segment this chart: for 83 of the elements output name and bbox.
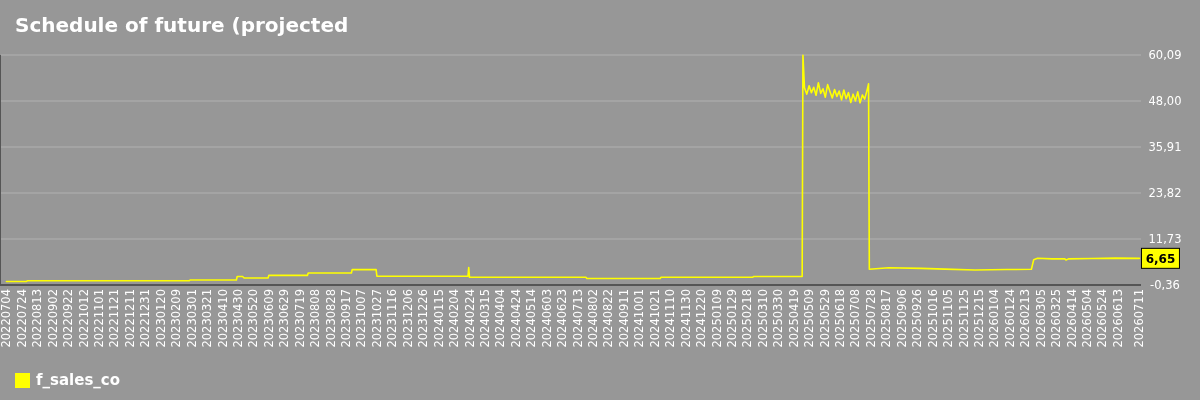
x-tick-label: 20250906 (894, 289, 909, 348)
x-tick-label: 20240404 (493, 289, 508, 348)
x-tick-label: 20260613 (1110, 289, 1125, 348)
x-tick-label: 20240115 (431, 289, 446, 348)
y-tick-label: 23,82 (1148, 186, 1182, 201)
x-tick-label: 20260325 (1049, 289, 1064, 348)
x-tick-label: 20230209 (169, 289, 184, 348)
x-tick-label: 20230808 (308, 289, 323, 348)
x-tick-label: 20221231 (138, 289, 153, 348)
x-tick-label: 20230917 (339, 289, 354, 348)
x-tick-label: 20240802 (586, 289, 601, 348)
x-tick-label: 20241001 (632, 289, 647, 348)
x-tick-label: 20260124 (1002, 289, 1017, 348)
x-tick-label: 20260104 (987, 289, 1002, 348)
x-tick-label: 20231007 (354, 289, 369, 348)
x-tick-label: 20240204 (447, 289, 462, 348)
legend-label: f_sales_co (36, 371, 121, 390)
x-tick-label: 20220704 (0, 289, 14, 348)
y-tick-label: 60,09 (1148, 48, 1182, 63)
x-tick-label: 20250618 (833, 289, 848, 348)
x-tick-label: 20231226 (416, 289, 431, 348)
x-tick-label: 20260524 (1095, 289, 1110, 348)
x-tick-label: 20230520 (246, 289, 261, 348)
x-tick-label: 20220724 (14, 289, 29, 348)
x-tick-label: 20240315 (477, 289, 492, 348)
x-tick-label: 20230301 (184, 289, 199, 348)
x-tick-label: 20241130 (678, 289, 693, 348)
x-tick-label: 20240514 (524, 289, 539, 348)
x-tick-label: 20230629 (277, 289, 292, 348)
x-tick-label: 20230120 (153, 289, 168, 348)
y-tick-label: 35,91 (1148, 140, 1182, 155)
x-tick-label: 20241110 (663, 289, 678, 348)
x-tick-label: 20240911 (616, 289, 631, 348)
x-tick-label: 20260305 (1033, 289, 1048, 348)
x-tick-label: 20251016 (925, 289, 940, 348)
x-tick-label: 20250330 (771, 289, 786, 348)
x-tick-label: 20230430 (230, 289, 245, 348)
x-tick-label: 20230410 (215, 289, 230, 348)
x-tick-label: 20260711 (1132, 289, 1147, 348)
x-tick-label: 20240623 (555, 289, 570, 348)
x-tick-label: 20240603 (539, 289, 554, 348)
x-tick-label: 20250419 (786, 289, 801, 348)
x-tick-label: 20240822 (601, 289, 616, 348)
x-tick-label: 20241220 (694, 289, 709, 348)
x-tick-label: 20260414 (1064, 289, 1079, 348)
x-tick-label: 20250728 (863, 289, 878, 348)
x-tick-label: 20220813 (30, 289, 45, 348)
x-tick-label: 20230828 (323, 289, 338, 348)
x-tick-label: 20221211 (122, 289, 137, 348)
x-tick-label: 20251125 (956, 289, 971, 348)
x-tick-label: 20231116 (385, 289, 400, 348)
x-tick-label: 20250129 (724, 289, 739, 348)
x-tick-label: 20260504 (1080, 289, 1094, 348)
x-tick-label: 20250529 (817, 289, 832, 348)
x-tick-label: 20230719 (292, 289, 307, 348)
x-tick-label: 20250109 (709, 289, 724, 348)
y-tick-label: -0,36 (1150, 278, 1180, 293)
x-tick-label: 20240424 (508, 289, 523, 348)
x-tick-label: 20231206 (400, 289, 415, 348)
annotation: 6,65 (1145, 251, 1176, 266)
chart-title: Schedule of future (projected (15, 13, 349, 37)
y-tick-label: 48,00 (1148, 94, 1182, 109)
x-tick-label: 20220922 (61, 289, 76, 348)
x-tick-label: 20221012 (76, 289, 91, 348)
x-tick-label: 20221121 (107, 289, 122, 348)
x-tick-label: 20250926 (910, 289, 925, 348)
x-tick-label: 20231027 (369, 289, 384, 348)
x-tick-label: 20240713 (570, 289, 585, 348)
x-tick-label: 20220902 (45, 289, 60, 348)
x-tick-label: 20230609 (261, 289, 276, 348)
x-tick-label: 20240224 (462, 289, 477, 348)
x-tick-label: 20241021 (647, 289, 662, 348)
x-tick-label: 20230321 (200, 289, 215, 348)
x-tick-label: 20260213 (1018, 289, 1033, 348)
x-tick-label: 20250708 (848, 289, 863, 348)
x-tick-label: 20251105 (941, 289, 956, 348)
x-tick-label: 20250310 (755, 289, 770, 348)
x-tick-label: 20250509 (802, 289, 817, 348)
x-tick-label: 20250817 (879, 289, 894, 348)
x-tick-label: 20251215 (971, 289, 986, 348)
y-tick-label: 11,73 (1148, 232, 1182, 247)
x-tick-label: 20221101 (92, 289, 107, 348)
x-tick-label: 20250218 (740, 289, 755, 348)
